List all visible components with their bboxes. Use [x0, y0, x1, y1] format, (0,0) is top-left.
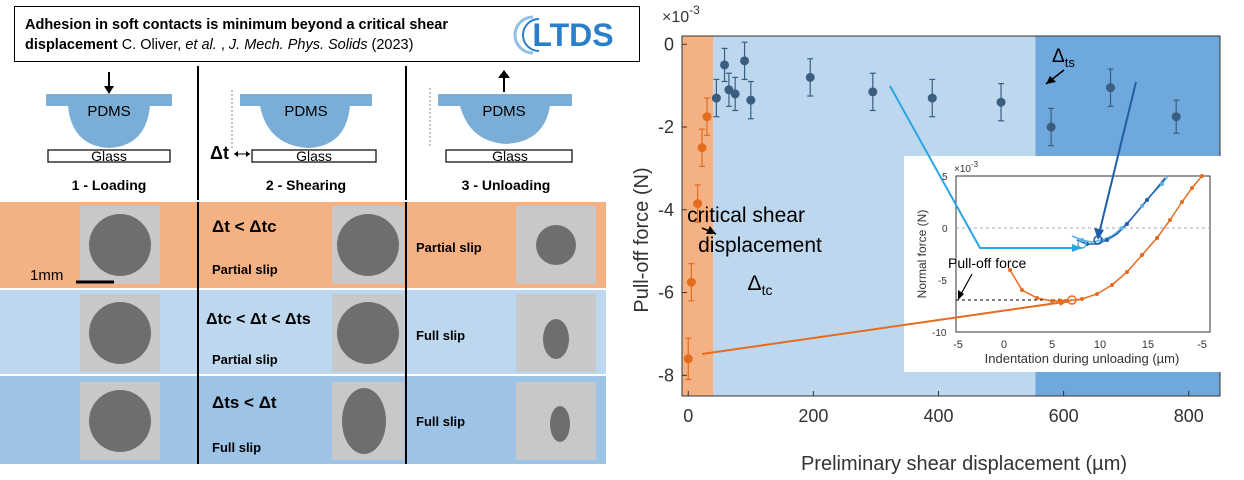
svg-text:-5: -5 [938, 276, 947, 287]
svg-text:5: 5 [942, 172, 948, 183]
svg-text:Partial slip: Partial slip [416, 240, 482, 255]
blue-point [1046, 122, 1056, 132]
x-tick-label: 600 [1049, 406, 1079, 426]
orange-point [686, 277, 696, 287]
svg-text:Partial slip: Partial slip [212, 352, 278, 367]
svg-text:Full slip: Full slip [416, 414, 465, 429]
stage-schematics: PDMS Glass 1 - Loading PDMS Glass Δt 2 -… [46, 66, 573, 200]
svg-text:0: 0 [1001, 339, 1007, 351]
y-tick-label: -4 [658, 200, 674, 220]
svg-text:Glass: Glass [492, 148, 528, 164]
orange-point [693, 199, 703, 209]
blue-point [1106, 83, 1116, 93]
svg-text:-10: -10 [932, 328, 947, 339]
svg-text:10: 10 [1094, 339, 1106, 351]
schematic-panel: Adhesion in soft contacts is minimum bey… [0, 0, 640, 480]
svg-text:-5: -5 [953, 339, 963, 351]
slip-table: 1mm Δt < Δtc Partial slip Partial slip Δ… [0, 202, 606, 464]
paper-citation: Adhesion in soft contacts is minimum bey… [25, 17, 449, 53]
arrow-dark-blue [1097, 81, 1137, 239]
blue-point [711, 93, 721, 103]
svg-text:Glass: Glass [91, 148, 127, 164]
x-axis-label: Preliminary shear displacement (µm) [801, 453, 1127, 475]
svg-text:PDMS: PDMS [482, 103, 525, 120]
y-exponent: ×10-3 [662, 3, 700, 26]
svg-text:PDMS: PDMS [284, 103, 327, 120]
svg-text:LTDS: LTDS [532, 17, 613, 53]
arrow-light-blue [889, 85, 1082, 249]
svg-text:Δt < Δtc: Δt < Δtc [212, 217, 277, 236]
svg-text:0: 0 [942, 224, 948, 235]
svg-text:PDMS: PDMS [87, 103, 130, 120]
svg-text:3 - Unloading: 3 - Unloading [462, 177, 551, 193]
critical-annotation: critical shear [687, 204, 805, 227]
svg-text:1mm: 1mm [30, 267, 63, 284]
svg-text:displacement: displacement [698, 234, 822, 257]
y-tick-label: 0 [664, 34, 674, 54]
blue-point [996, 97, 1006, 107]
inset-chart: 5 0 -5 -10 ×10-3 -5 0 5 10 15 -5 Indenta… [904, 156, 1232, 372]
y-axis-label: Pull-off force (N) [631, 167, 653, 312]
x-tick-label: 800 [1174, 406, 1204, 426]
blue-point [746, 95, 756, 105]
svg-text:Δts < Δt: Δts < Δt [212, 393, 277, 412]
arrow-orange [701, 301, 1065, 355]
svg-text:Full slip: Full slip [416, 328, 465, 343]
orange-point [702, 112, 712, 122]
paper-title-box: Adhesion in soft contacts is minimum bey… [14, 6, 640, 62]
y-tick-label: -2 [658, 117, 674, 137]
svg-text:2 - Shearing: 2 - Shearing [266, 177, 346, 193]
orange-point [683, 354, 693, 364]
svg-text:Partial slip: Partial slip [212, 262, 278, 277]
svg-text:-5: -5 [1197, 339, 1207, 351]
inset-pulloff-annotation: Pull-off force [948, 255, 1027, 271]
svg-text:5: 5 [1049, 339, 1055, 351]
blue-point [868, 87, 878, 97]
x-tick-label: 200 [798, 406, 828, 426]
chart-ticks: 0 200 400 600 800 0 -2 -4 -6 -8 [658, 34, 1204, 426]
svg-text:Indentation during unloading (: Indentation during unloading (µm) [985, 351, 1180, 366]
svg-text:Δt: Δt [210, 143, 229, 163]
orange-point [697, 143, 707, 153]
y-tick-label: -8 [658, 365, 674, 385]
svg-text:Normal force (N): Normal force (N) [915, 210, 929, 299]
blue-point [730, 89, 740, 99]
x-tick-label: 400 [923, 406, 953, 426]
svg-text:Full slip: Full slip [212, 440, 261, 455]
blue-point [720, 60, 730, 70]
ltds-logo: LTDS [513, 15, 614, 55]
pull-off-force-chart: 0 200 400 600 800 0 -2 -4 -6 -8 Preliminary shear… [631, 3, 1232, 475]
blue-point [805, 72, 815, 82]
svg-text:15: 15 [1142, 339, 1154, 351]
data-series [683, 41, 1181, 381]
blue-point [927, 93, 937, 103]
svg-text:Δtc < Δt < Δts: Δtc < Δt < Δts [206, 311, 311, 328]
blue-point [1171, 112, 1181, 122]
svg-text:1 - Loading: 1 - Loading [72, 177, 147, 193]
blue-point [740, 56, 750, 66]
svg-text:Glass: Glass [296, 148, 332, 164]
x-tick-label: 0 [683, 406, 693, 426]
paper-title: Adhesion in soft contacts is minimum bey… [25, 17, 449, 53]
y-tick-label: -6 [658, 283, 674, 303]
